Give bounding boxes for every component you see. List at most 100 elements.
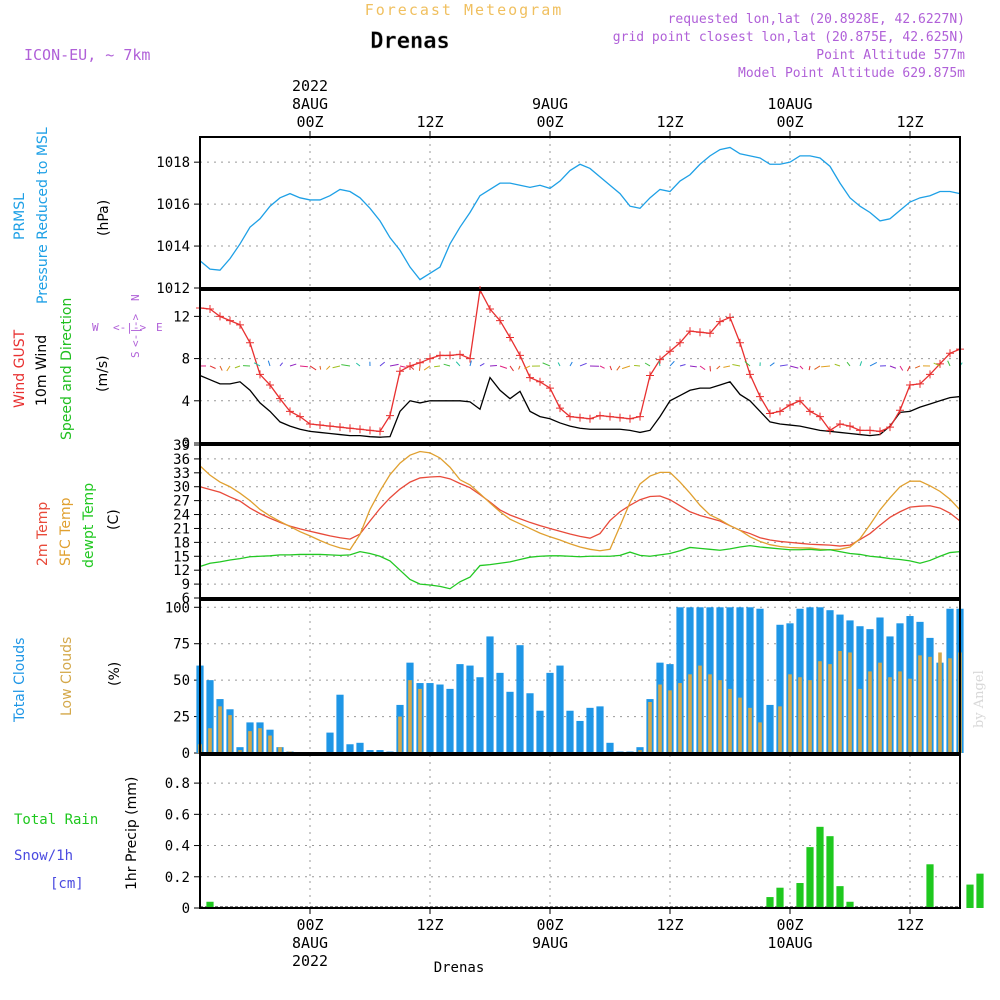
total-cloud-bar [466, 665, 474, 753]
station-title: Drenas [370, 29, 449, 54]
wind-direction-arrow [723, 365, 731, 368]
wind-direction-arrow [455, 361, 461, 367]
gust-marker [516, 351, 524, 360]
gust-marker [466, 354, 474, 363]
low-cloud-bar [778, 706, 782, 753]
total-cloud-bar [556, 665, 564, 753]
gust-marker [346, 424, 354, 433]
gust-marker [216, 312, 224, 321]
total-cloud-bar [536, 710, 544, 753]
y-tick-label: 30 [173, 480, 190, 496]
gust-marker [556, 404, 564, 413]
gust-marker [256, 370, 264, 379]
gust-marker [246, 338, 254, 347]
low-cloud-bar [888, 677, 892, 753]
wind-direction-arrow [469, 360, 472, 367]
gust-marker [366, 426, 374, 435]
wind-direction-arrow [341, 364, 351, 367]
rain-bar [966, 884, 974, 908]
gust-marker [546, 384, 554, 393]
wind-direction-arrow [599, 365, 605, 369]
speed-dir-label: Speed and Direction [59, 298, 75, 440]
y-tick-label: 33 [173, 466, 190, 482]
wind-direction-arrow [689, 365, 697, 368]
rain-bar [806, 847, 814, 908]
wind-direction-arrow [808, 365, 811, 371]
wind-direction-arrow [609, 365, 613, 371]
wind-direction-arrow [234, 365, 241, 369]
low-cloud-bar [668, 690, 672, 753]
compass-ew-arrows: <-|-> [113, 321, 146, 334]
gust-marker [716, 317, 724, 326]
wind-direction-arrow [319, 365, 322, 370]
low-cloud-bar [818, 661, 822, 753]
cloud-labels: Total Clouds Low Clouds (%) [12, 637, 123, 723]
y-tick-label: 50 [173, 673, 190, 689]
total-cloud-bar [756, 608, 764, 753]
bottom-tick-label: 12Z [896, 916, 923, 934]
y-tick-label: 8 [182, 352, 190, 368]
low-cloud-bar [268, 735, 272, 753]
gust-marker [696, 328, 704, 337]
gust-marker [646, 371, 654, 380]
wind-direction-arrow [279, 362, 284, 367]
wind-direction-arrow [621, 365, 631, 370]
wind-direction-arrow [389, 363, 399, 367]
gust-marker [866, 426, 874, 435]
wind-direction-arrow [267, 360, 271, 367]
gust-marker [676, 338, 684, 347]
total-cloud-bar [726, 607, 734, 753]
wind-direction-arrow [379, 361, 386, 367]
gust-marker [856, 426, 864, 435]
total-cloud-bar [596, 706, 604, 753]
top-date-label: 8AUG [292, 95, 328, 113]
gust-marker [396, 367, 404, 376]
low-cloud-bar [638, 750, 642, 753]
y-tick-label: 0 [182, 746, 190, 762]
compass-south: S [129, 351, 142, 358]
low-cloud-bar [928, 656, 932, 753]
dewpt-label: dewpt Temp [81, 483, 97, 568]
total-cloud-bar [426, 683, 434, 753]
gust-marker [776, 407, 784, 416]
top-year-label: 2022 [292, 77, 328, 95]
compass-north: N [129, 294, 142, 301]
pressure-msl-label: Pressure Reduced to MSL [35, 127, 51, 304]
total-cloud-bar [456, 664, 464, 753]
low-cloud-bar [938, 652, 942, 753]
bottom-date-label: 8AUG [292, 934, 328, 952]
y-tick-label: 12 [173, 309, 190, 325]
wind-direction-arrow [434, 365, 441, 368]
wind-direction-arrow [699, 365, 706, 371]
wind-direction-arrow [579, 362, 587, 367]
compass-rose: N S W <-|-> E <-|-> [92, 294, 163, 358]
wind-direction-arrow [834, 363, 841, 367]
wind-direction-arrow [869, 361, 878, 367]
total-cloud-bar [326, 732, 334, 753]
low-cloud-bar [868, 671, 872, 753]
rain-bar [926, 864, 934, 908]
wind-direction-arrow [889, 365, 897, 369]
wind-direction-arrow [779, 364, 788, 367]
y-tick-label: 18 [173, 535, 190, 551]
gust-marker [576, 413, 584, 422]
low-cloud-bar [878, 662, 882, 753]
low-cloud-bar [648, 702, 652, 753]
wind-direction-arrow [914, 365, 921, 369]
wind-direction-arrow [332, 365, 341, 369]
wind-direction-arrow [821, 365, 831, 368]
wind-direction-arrow [658, 361, 661, 367]
temperature-labels: 2m Temp SFC Temp dewpt Temp (C) [35, 483, 122, 568]
precip-labels: Total Rain Snow/1h [cm] 1hr Precip (mm) [14, 777, 140, 892]
panel-frame [199, 754, 961, 909]
low-cloud-bar [688, 674, 692, 753]
gust-marker [226, 316, 234, 325]
y-tick-label: 0 [182, 901, 190, 917]
low-cloud-bar [718, 680, 722, 753]
top-tick-label: 00Z [776, 113, 803, 131]
wind-direction-arrow [219, 365, 223, 371]
wind-direction-arrow [489, 364, 497, 367]
low-cloud-bar [858, 688, 862, 753]
